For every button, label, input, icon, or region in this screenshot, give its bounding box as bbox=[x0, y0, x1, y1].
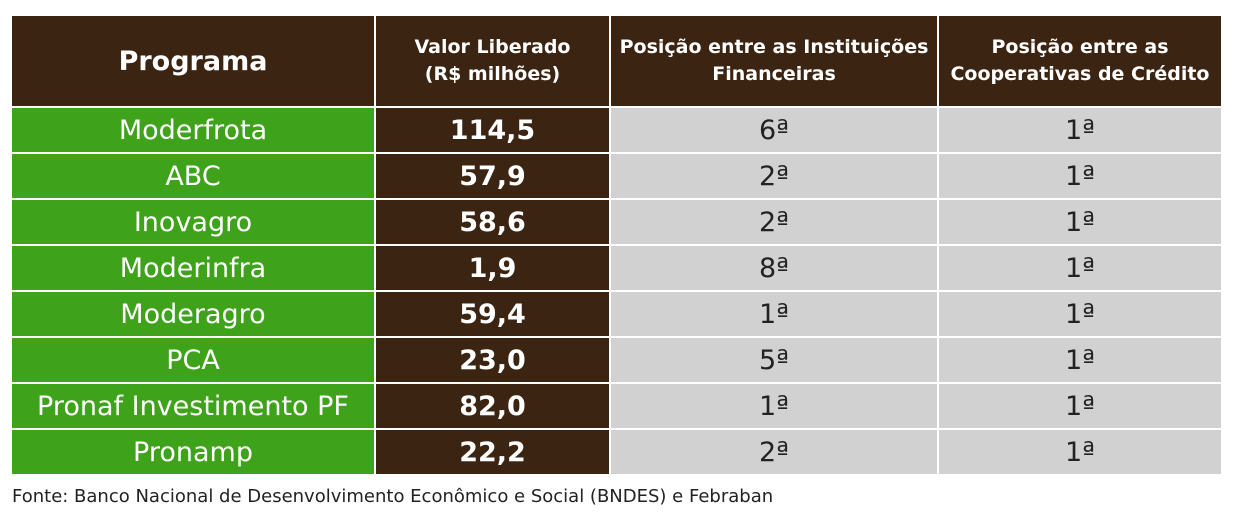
cell-posicao-cooperativas: 1ª bbox=[937, 382, 1223, 430]
cell-programa: Pronamp bbox=[10, 428, 376, 476]
table-row: PCA 23,0 5ª 1ª bbox=[10, 336, 1223, 384]
cell-valor-liberado: 23,0 bbox=[374, 336, 611, 384]
header-valor-line-1: Valor Liberado bbox=[414, 36, 571, 58]
cell-valor-liberado: 114,5 bbox=[374, 106, 611, 154]
cell-posicao-instituicoes: 1ª bbox=[609, 382, 939, 430]
cell-posicao-instituicoes: 8ª bbox=[609, 244, 939, 292]
cell-programa: Moderfrota bbox=[10, 106, 376, 154]
cell-valor-liberado: 22,2 bbox=[374, 428, 611, 476]
table-row: Pronaf Investimento PF 82,0 1ª 1ª bbox=[10, 382, 1223, 430]
cell-posicao-cooperativas: 1ª bbox=[937, 152, 1223, 200]
cell-posicao-instituicoes: 6ª bbox=[609, 106, 939, 154]
cell-programa: Moderinfra bbox=[10, 244, 376, 292]
header-inst-line-2: Financeiras bbox=[712, 63, 836, 85]
table-row: Moderagro 59,4 1ª 1ª bbox=[10, 290, 1223, 338]
header-valor-liberado: Valor Liberado (R$ milhões) bbox=[374, 14, 611, 108]
cell-posicao-instituicoes: 2ª bbox=[609, 152, 939, 200]
cell-valor-liberado: 59,4 bbox=[374, 290, 611, 338]
cell-posicao-cooperativas: 1ª bbox=[937, 106, 1223, 154]
table-body: Moderfrota 114,5 6ª 1ª ABC 57,9 2ª 1ª Inovagro 58… bbox=[10, 106, 1223, 476]
cell-valor-liberado: 1,9 bbox=[374, 244, 611, 292]
header-valor-line-2: (R$ milhões) bbox=[424, 63, 561, 85]
table-row: Moderinfra 1,9 8ª 1ª bbox=[10, 244, 1223, 292]
cell-programa: ABC bbox=[10, 152, 376, 200]
header-posicao-cooperativas: Posição entre as Cooperativas de Crédito bbox=[937, 14, 1223, 108]
programs-table: Programa Valor Liberado (R$ milhões) Pos… bbox=[10, 14, 1223, 476]
cell-programa: Moderagro bbox=[10, 290, 376, 338]
table-row: Moderfrota 114,5 6ª 1ª bbox=[10, 106, 1223, 154]
cell-programa: Inovagro bbox=[10, 198, 376, 246]
cell-posicao-cooperativas: 1ª bbox=[937, 290, 1223, 338]
header-row: Programa Valor Liberado (R$ milhões) Pos… bbox=[10, 14, 1223, 108]
cell-valor-liberado: 82,0 bbox=[374, 382, 611, 430]
cell-programa: PCA bbox=[10, 336, 376, 384]
table-row: ABC 57,9 2ª 1ª bbox=[10, 152, 1223, 200]
cell-valor-liberado: 58,6 bbox=[374, 198, 611, 246]
cell-posicao-cooperativas: 1ª bbox=[937, 336, 1223, 384]
cell-posicao-instituicoes: 2ª bbox=[609, 198, 939, 246]
header-inst-line-1: Posição entre as Instituições bbox=[619, 36, 929, 58]
header-coop-line-1: Posição entre as bbox=[991, 36, 1169, 58]
source-note: Fonte: Banco Nacional de Desenvolvimento… bbox=[12, 486, 774, 507]
header-posicao-instituicoes: Posição entre as Instituições Financeira… bbox=[609, 14, 939, 108]
header-programa-label: Programa bbox=[118, 45, 268, 77]
table-row: Inovagro 58,6 2ª 1ª bbox=[10, 198, 1223, 246]
table-row: Pronamp 22,2 2ª 1ª bbox=[10, 428, 1223, 476]
cell-posicao-cooperativas: 1ª bbox=[937, 428, 1223, 476]
header-coop-line-2: Cooperativas de Crédito bbox=[950, 63, 1210, 85]
cell-posicao-instituicoes: 5ª bbox=[609, 336, 939, 384]
cell-valor-liberado: 57,9 bbox=[374, 152, 611, 200]
cell-posicao-instituicoes: 1ª bbox=[609, 290, 939, 338]
cell-programa: Pronaf Investimento PF bbox=[10, 382, 376, 430]
header-programa: Programa bbox=[10, 14, 376, 108]
cell-posicao-cooperativas: 1ª bbox=[937, 198, 1223, 246]
cell-posicao-cooperativas: 1ª bbox=[937, 244, 1223, 292]
cell-posicao-instituicoes: 2ª bbox=[609, 428, 939, 476]
